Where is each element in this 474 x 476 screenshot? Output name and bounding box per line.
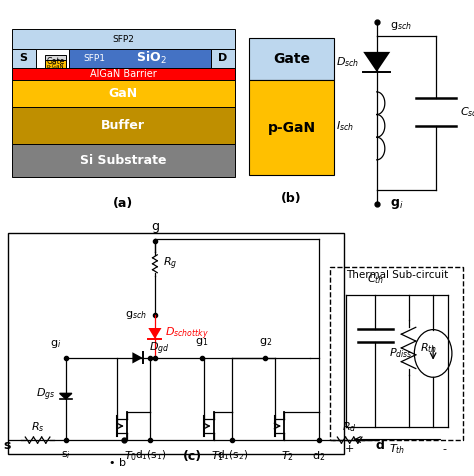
Text: Gate: Gate xyxy=(273,52,310,66)
Text: $D_{sch}$: $D_{sch}$ xyxy=(336,55,359,69)
Bar xyxy=(45,60,66,68)
Text: D: D xyxy=(218,53,228,63)
Text: $I_{sch}$: $I_{sch}$ xyxy=(336,119,354,133)
Bar xyxy=(12,107,235,144)
Text: $P_{diss}$: $P_{diss}$ xyxy=(389,347,413,360)
Text: g$_{sch}$: g$_{sch}$ xyxy=(125,308,146,321)
Text: SFP2: SFP2 xyxy=(112,35,134,44)
Text: d$_1$(s$_1$): d$_1$(s$_1$) xyxy=(135,449,166,462)
Polygon shape xyxy=(60,393,72,399)
Text: p-GaN: p-GaN xyxy=(47,64,64,69)
Text: d$_1$(s$_2$): d$_1$(s$_2$) xyxy=(217,449,248,462)
Text: +: + xyxy=(345,445,354,455)
Text: $R_{th}$: $R_{th}$ xyxy=(420,341,438,355)
Text: $T_2$: $T_2$ xyxy=(281,449,294,463)
Polygon shape xyxy=(363,52,390,72)
Text: Buffer: Buffer xyxy=(101,119,145,132)
Text: p-GaN: p-GaN xyxy=(267,120,316,135)
Text: $T_{th}$: $T_{th}$ xyxy=(389,442,405,456)
Bar xyxy=(12,80,235,107)
Bar xyxy=(12,68,235,80)
Text: $T_1$: $T_1$ xyxy=(211,449,224,463)
Text: g$_i$: g$_i$ xyxy=(50,338,61,350)
Bar xyxy=(211,49,235,68)
Bar xyxy=(249,80,334,175)
Bar xyxy=(12,49,36,68)
Text: AlGaN Barrier: AlGaN Barrier xyxy=(90,69,156,79)
Text: (a): (a) xyxy=(113,197,133,210)
Bar xyxy=(12,30,235,49)
Polygon shape xyxy=(132,352,143,364)
Bar xyxy=(12,144,235,177)
Text: -: - xyxy=(443,445,447,455)
Text: SiO$_2$: SiO$_2$ xyxy=(137,50,167,66)
Text: d$_2$: d$_2$ xyxy=(312,449,326,463)
Text: Si Substrate: Si Substrate xyxy=(80,154,166,167)
Bar xyxy=(249,38,334,80)
Text: s$_i$: s$_i$ xyxy=(61,449,71,461)
Text: SFP1: SFP1 xyxy=(84,54,106,63)
Text: (c): (c) xyxy=(183,449,202,463)
Text: (b): (b) xyxy=(281,191,302,205)
Bar xyxy=(69,49,211,68)
Text: g$_i$: g$_i$ xyxy=(390,197,404,211)
Text: $R_g$: $R_g$ xyxy=(164,255,178,272)
Text: $T_0$: $T_0$ xyxy=(124,449,137,463)
Text: $R_s$: $R_s$ xyxy=(31,421,45,435)
Bar xyxy=(9,233,344,454)
Text: $D_{gs}$: $D_{gs}$ xyxy=(36,387,55,403)
Text: $D_{schottky}$: $D_{schottky}$ xyxy=(165,326,209,342)
Bar xyxy=(45,55,66,68)
Polygon shape xyxy=(148,328,162,339)
Text: • b: • b xyxy=(109,458,126,468)
Text: $D_{gd}$: $D_{gd}$ xyxy=(149,341,169,357)
Text: g$_1$: g$_1$ xyxy=(195,337,209,348)
Text: Thermal Sub-circuit: Thermal Sub-circuit xyxy=(346,269,448,279)
Text: d: d xyxy=(376,439,384,452)
Text: GaN: GaN xyxy=(109,87,138,100)
Text: S: S xyxy=(20,53,27,63)
Text: $C_{sch}$: $C_{sch}$ xyxy=(460,105,474,119)
Text: g$_{sch}$: g$_{sch}$ xyxy=(390,20,412,32)
Text: $C_{th}$: $C_{th}$ xyxy=(367,272,384,286)
Text: $R_d$: $R_d$ xyxy=(342,421,357,435)
Text: s: s xyxy=(3,439,11,452)
Text: Gate: Gate xyxy=(46,57,65,66)
Text: g$_2$: g$_2$ xyxy=(258,337,272,348)
Text: g: g xyxy=(151,220,159,233)
